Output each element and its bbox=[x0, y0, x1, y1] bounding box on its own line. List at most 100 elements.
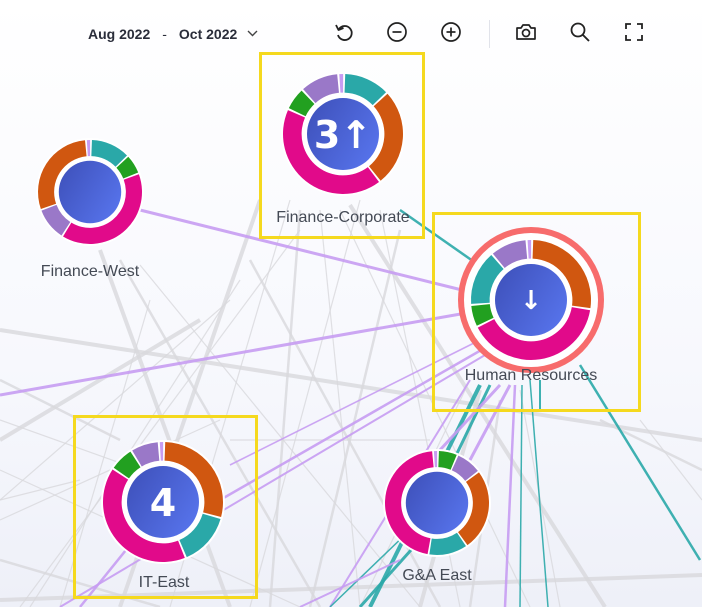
relationship-edge bbox=[438, 383, 502, 452]
donut-segment-magenta bbox=[102, 469, 185, 563]
donut-segment-teal bbox=[91, 140, 128, 167]
node-ga-east[interactable] bbox=[383, 449, 491, 557]
relationship-edge bbox=[329, 529, 411, 607]
graph-edge bbox=[308, 229, 402, 607]
donut-segment-green bbox=[113, 451, 141, 479]
zoom-in-button[interactable] bbox=[437, 20, 465, 48]
graph-edge bbox=[139, 264, 421, 607]
node-badge: ↓ bbox=[520, 286, 542, 316]
graph-edge bbox=[268, 209, 302, 607]
donut-segment-magenta bbox=[477, 307, 591, 361]
node-human-resources[interactable]: ↓ bbox=[458, 227, 604, 373]
donut-segment-teal bbox=[429, 532, 466, 555]
date-range-picker[interactable]: Aug 2022 - Oct 2022 bbox=[88, 26, 258, 42]
donut-segment-green bbox=[288, 90, 315, 117]
donut-segment-green bbox=[471, 304, 494, 326]
camera-icon bbox=[515, 21, 537, 48]
donut-segment-green bbox=[438, 451, 457, 470]
donut-segment-orange bbox=[458, 472, 490, 546]
zoom-out-button[interactable] bbox=[383, 20, 411, 48]
nodes-layer: 3↑ ↓ 4 bbox=[36, 72, 604, 564]
toolbar-divider bbox=[489, 20, 490, 48]
search-button[interactable] bbox=[566, 20, 594, 48]
donut-segment-teal bbox=[471, 255, 504, 304]
graph-edge bbox=[29, 279, 241, 607]
zoom-in-icon bbox=[440, 21, 462, 48]
undo-button[interactable] bbox=[330, 20, 358, 48]
relationship-edge bbox=[519, 384, 523, 607]
graph-edge bbox=[0, 299, 231, 501]
donut-segment-orange bbox=[369, 93, 404, 181]
relationship-edge bbox=[578, 364, 702, 561]
node-center bbox=[58, 160, 122, 224]
node-center bbox=[307, 98, 379, 170]
graph-edge bbox=[0, 479, 81, 501]
donut-segment-magenta bbox=[63, 174, 143, 244]
relationship-edge bbox=[139, 208, 471, 294]
undo-icon bbox=[333, 21, 355, 48]
donut-segment-light_purple bbox=[159, 442, 164, 461]
graph-edge bbox=[98, 249, 232, 607]
donut-segment-purple bbox=[451, 455, 478, 481]
graph-edge bbox=[339, 209, 531, 607]
screenshot-button[interactable] bbox=[512, 20, 540, 48]
toolbar: Aug 2022 - Oct 2022 bbox=[0, 0, 702, 64]
donut-segment-purple bbox=[132, 442, 160, 467]
donut-segment-orange bbox=[532, 240, 591, 309]
relationship-edge bbox=[503, 384, 517, 607]
node-center bbox=[405, 471, 469, 535]
graph-edge bbox=[248, 259, 442, 607]
node-center bbox=[127, 466, 199, 538]
relationship-edge bbox=[358, 538, 422, 607]
search-icon bbox=[569, 21, 591, 48]
background-edges bbox=[0, 199, 702, 607]
chevron-down-icon bbox=[247, 28, 258, 40]
node-label-finance-corporate[interactable]: Finance-Corporate bbox=[276, 209, 410, 226]
node-label-human-resources[interactable]: Human Resources bbox=[464, 367, 598, 384]
donut-segment-teal bbox=[179, 513, 221, 558]
graph-edge bbox=[0, 558, 161, 607]
node-label-ga-east[interactable]: G&A East bbox=[402, 567, 472, 584]
graph-edge bbox=[0, 318, 202, 442]
graph-edge bbox=[118, 259, 322, 607]
node-label-finance-west[interactable]: Finance-West bbox=[40, 263, 140, 280]
donut-segment-magenta bbox=[385, 451, 434, 555]
fullscreen-icon bbox=[623, 21, 645, 48]
node-badge: 3↑ bbox=[314, 113, 372, 157]
node-it-east[interactable]: 4 bbox=[101, 440, 225, 564]
donut-segment-light_purple bbox=[339, 74, 344, 93]
date-separator: - bbox=[162, 26, 167, 42]
relationship-edge bbox=[529, 379, 549, 607]
graph-edge bbox=[639, 419, 702, 501]
date-end: Oct 2022 bbox=[178, 26, 238, 42]
graph-edge bbox=[319, 209, 361, 607]
node-badge: 4 bbox=[150, 481, 176, 525]
donut-segment-purple bbox=[492, 240, 528, 269]
donut-segment-teal bbox=[344, 74, 387, 106]
node-center bbox=[495, 264, 567, 336]
relationship-edge bbox=[0, 310, 473, 397]
graph-edge bbox=[0, 328, 702, 442]
node-finance-corporate[interactable]: 3↑ bbox=[281, 72, 405, 196]
relationship-edge bbox=[219, 343, 491, 502]
graph-edge bbox=[599, 418, 702, 472]
node-finance-west[interactable] bbox=[36, 138, 144, 246]
node-label-it-east[interactable]: IT-East bbox=[138, 574, 190, 591]
relationship-edge bbox=[299, 559, 401, 607]
relationship-edge bbox=[229, 339, 481, 466]
donut-segment-orange bbox=[164, 442, 223, 518]
graph-edge bbox=[249, 199, 361, 607]
donut-segment-light_purple bbox=[527, 240, 532, 259]
donut-segment-light_purple bbox=[433, 451, 438, 468]
relationship-edge bbox=[59, 354, 486, 607]
date-start: Aug 2022 bbox=[88, 26, 151, 42]
zoom-out-icon bbox=[386, 21, 408, 48]
fullscreen-button[interactable] bbox=[620, 20, 648, 48]
donut-segment-orange bbox=[37, 140, 87, 209]
donut-segment-magenta bbox=[283, 110, 380, 195]
donut-segment-purple bbox=[41, 204, 71, 236]
donut-segment-purple bbox=[303, 74, 339, 104]
donut-segment-light_purple bbox=[86, 140, 91, 157]
donut-segment-green bbox=[116, 156, 139, 179]
